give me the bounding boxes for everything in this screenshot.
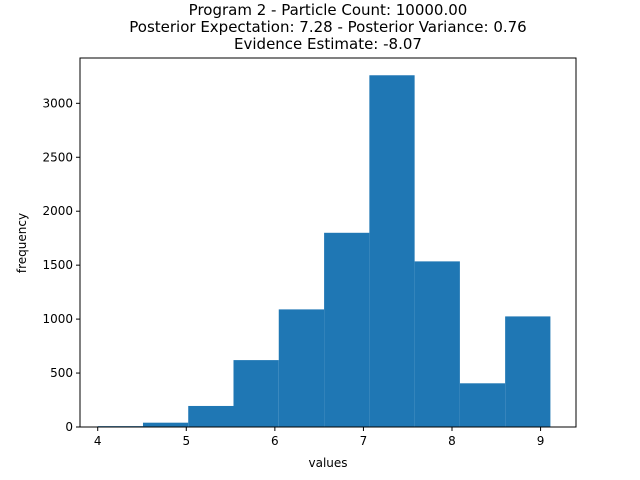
histogram-bar-9 bbox=[459, 383, 506, 427]
histogram-bar-4 bbox=[233, 360, 279, 427]
y-tick-label: 1000 bbox=[42, 312, 73, 326]
x-tick-label: 6 bbox=[271, 434, 279, 448]
histogram-bar-10 bbox=[505, 316, 551, 427]
y-axis-label: frequency bbox=[15, 213, 29, 273]
x-tick-label: 4 bbox=[94, 434, 102, 448]
histogram-bar-6 bbox=[324, 232, 370, 427]
plot-area-frame bbox=[79, 57, 577, 428]
histogram-bar-7 bbox=[369, 75, 415, 428]
y-tick-label: 500 bbox=[50, 366, 73, 380]
y-tick-label: 0 bbox=[65, 420, 73, 434]
x-axis-label: values bbox=[308, 456, 347, 470]
histogram-bar-2 bbox=[142, 422, 189, 427]
histogram-bars bbox=[97, 75, 551, 428]
y-tick-label: 1500 bbox=[42, 258, 73, 272]
y-tick-label: 2500 bbox=[42, 150, 73, 164]
x-axis-ticks: 4 5 6 7 8 9 bbox=[94, 427, 544, 448]
chart-title: Program 2 - Particle Count: 10000.00 Pos… bbox=[129, 1, 526, 53]
x-tick-label: 7 bbox=[360, 434, 368, 448]
y-axis-ticks: 0 500 1000 1500 2000 2500 3000 bbox=[42, 96, 80, 434]
x-tick-label: 8 bbox=[448, 434, 456, 448]
x-tick-label: 5 bbox=[182, 434, 190, 448]
y-tick-label: 3000 bbox=[42, 96, 73, 110]
chart-title-line-3: Evidence Estimate: -8.07 bbox=[234, 35, 422, 53]
histogram-bar-8 bbox=[414, 261, 460, 427]
chart-title-line-2: Posterior Expectation: 7.28 - Posterior … bbox=[129, 18, 526, 36]
histogram-bar-5 bbox=[278, 309, 325, 427]
y-tick-label: 2000 bbox=[42, 204, 73, 218]
histogram-bar-3 bbox=[188, 405, 234, 427]
chart-title-line-1: Program 2 - Particle Count: 10000.00 bbox=[189, 1, 468, 19]
x-tick-label: 9 bbox=[537, 434, 545, 448]
